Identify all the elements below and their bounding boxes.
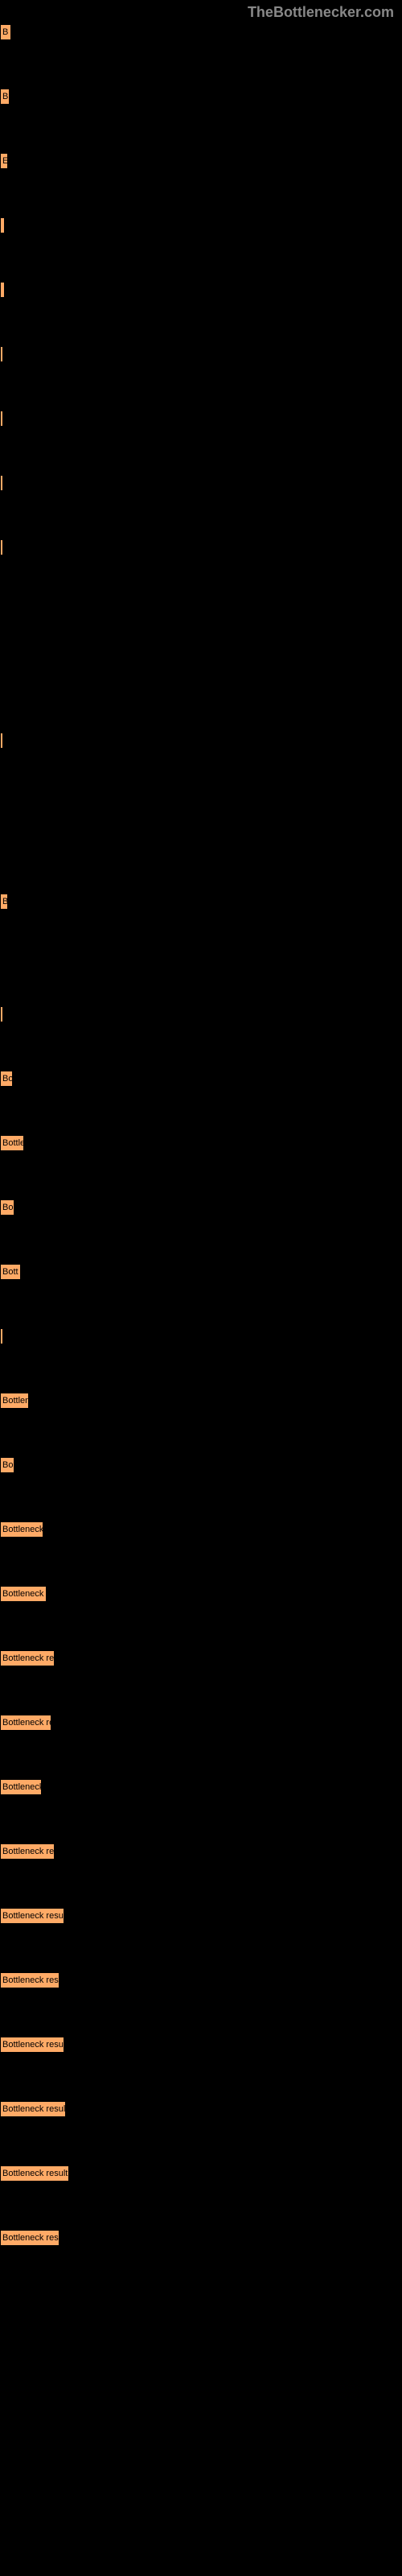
bar: Bottleneck result f	[0, 2165, 69, 2182]
bar-row: Bottleneck r	[0, 1586, 402, 1602]
bar	[0, 733, 3, 749]
bar-row: Bo	[0, 1457, 402, 1473]
bar-row: B	[0, 89, 402, 105]
bar-row: Bo	[0, 1199, 402, 1216]
bar: Bott	[0, 1264, 21, 1280]
bar	[0, 411, 3, 427]
bar-row: Bottleneck	[0, 1521, 402, 1538]
bar: B	[0, 89, 10, 105]
bar-row	[0, 539, 402, 555]
bar: Bottleneck result	[0, 2101, 66, 2117]
bar: Bottleneck resu	[0, 2230, 59, 2246]
bar: Bottleneck res	[0, 1843, 55, 1860]
bar: Bottleneck res	[0, 1650, 55, 1666]
bar-row: Bott	[0, 1264, 402, 1280]
bar	[0, 475, 3, 491]
bar-row: Bottleneck resu	[0, 2230, 402, 2246]
bar: Bottleneck resu	[0, 1972, 59, 1988]
bar: Bottleneck	[0, 1521, 43, 1538]
bar	[0, 217, 5, 233]
bar: Bottleneck result	[0, 1908, 64, 1924]
bar: B	[0, 24, 11, 40]
bar: B	[0, 894, 8, 910]
bar-row: Bo	[0, 1071, 402, 1087]
bar-row	[0, 733, 402, 749]
bar-chart: B B E B Bo Bottle Bo Bott Bottlen Bo Bottleneck Bot…	[0, 24, 402, 2294]
bar-row	[0, 282, 402, 298]
bar-row: Bottleneck res	[0, 1650, 402, 1666]
bar-row: B	[0, 894, 402, 910]
bar-row: Bottleneck re	[0, 1715, 402, 1731]
bar	[0, 346, 3, 362]
bar-row	[0, 475, 402, 491]
bar-row	[0, 1006, 402, 1022]
bar	[0, 1006, 3, 1022]
bar: Bottleneck	[0, 1779, 42, 1795]
bar: Bottle	[0, 1135, 24, 1151]
bar	[0, 539, 3, 555]
bar: Bo	[0, 1457, 14, 1473]
bar	[0, 282, 5, 298]
bar-row: Bottleneck result f	[0, 2165, 402, 2182]
watermark-text: TheBottlenecker.com	[248, 4, 394, 21]
bar-row: Bottle	[0, 1135, 402, 1151]
bar-row	[0, 217, 402, 233]
bar: E	[0, 153, 8, 169]
bar: Bo	[0, 1199, 14, 1216]
bar-row	[0, 411, 402, 427]
bar-row: E	[0, 153, 402, 169]
bar-row	[0, 346, 402, 362]
bar-row: Bottleneck resu	[0, 1972, 402, 1988]
bar-row: Bottlen	[0, 1393, 402, 1409]
bar-row: Bottleneck result	[0, 1908, 402, 1924]
bar: Bottlen	[0, 1393, 29, 1409]
bar: Bottleneck r	[0, 1586, 47, 1602]
bar	[0, 1328, 3, 1344]
bar: Bo	[0, 1071, 13, 1087]
bar-row: Bottleneck result	[0, 2037, 402, 2053]
bar-row: Bottleneck result	[0, 2101, 402, 2117]
bar-row: Bottleneck	[0, 1779, 402, 1795]
bar: Bottleneck result	[0, 2037, 64, 2053]
bar-row: B	[0, 24, 402, 40]
bar-row: Bottleneck res	[0, 1843, 402, 1860]
bar-row	[0, 1328, 402, 1344]
bar: Bottleneck re	[0, 1715, 51, 1731]
